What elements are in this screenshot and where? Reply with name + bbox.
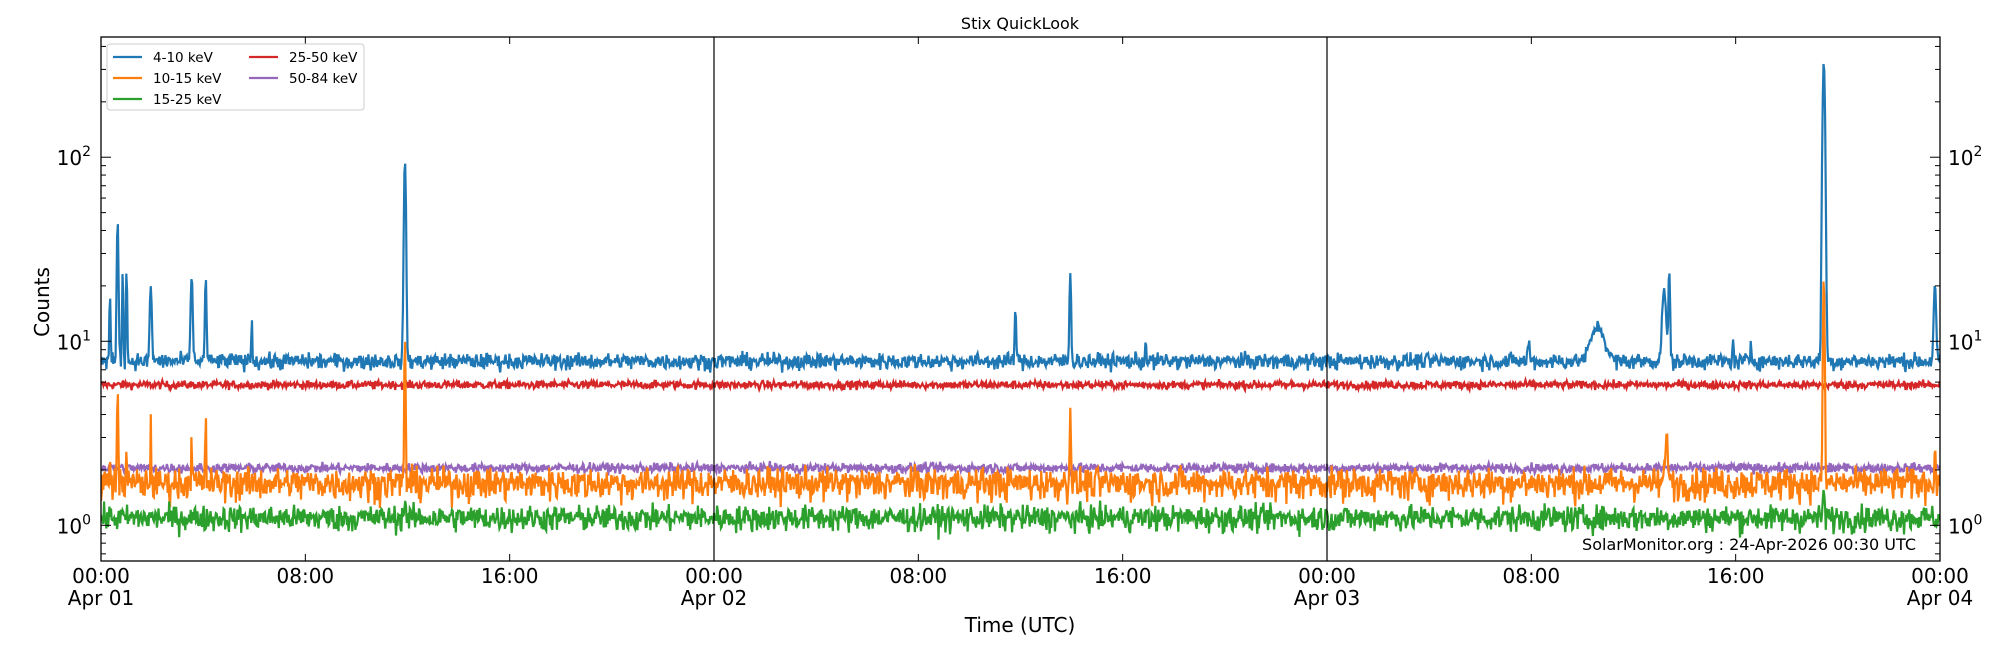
chart-title: Stix QuickLook bbox=[961, 14, 1080, 33]
legend-item: 50-84 keV bbox=[249, 71, 358, 87]
y-tick-label: 102 bbox=[57, 144, 91, 170]
legend-label: 15-25 keV bbox=[153, 92, 222, 108]
series-line-10-15-keV bbox=[101, 281, 1940, 508]
legend-label: 4-10 keV bbox=[153, 50, 214, 66]
x-tick-label: 16:00 bbox=[481, 564, 539, 588]
y-tick-label: 100 bbox=[57, 512, 91, 538]
solarmonitor-annotation: SolarMonitor.org : 24-Apr-2026 00:30 UTC bbox=[1582, 535, 1916, 554]
x-axis-label: Time (UTC) bbox=[964, 613, 1076, 637]
series-line-15-25-keV bbox=[101, 489, 1940, 540]
y-tick-label-right: 101 bbox=[1948, 328, 1982, 354]
x-tick-label: 00:00 bbox=[1298, 564, 1356, 588]
x-tick-label: 08:00 bbox=[890, 564, 948, 588]
legend-item: 15-25 keV bbox=[113, 92, 222, 108]
x-tick-date-label: Apr 02 bbox=[681, 586, 747, 610]
legend-item: 10-15 keV bbox=[113, 71, 222, 87]
y-axis-label: Counts bbox=[30, 267, 54, 337]
y-tick-label-right: 100 bbox=[1948, 512, 1982, 538]
x-tick-label: 08:00 bbox=[1503, 564, 1561, 588]
x-tick-label: 08:00 bbox=[277, 564, 335, 588]
series-line-4-10-keV bbox=[101, 63, 1940, 373]
x-tick-date-label: Apr 03 bbox=[1294, 586, 1360, 610]
x-tick-label: 00:00 bbox=[685, 564, 743, 588]
legend-item: 4-10 keV bbox=[113, 50, 214, 66]
x-tick-label: 00:00 bbox=[72, 564, 130, 588]
y-tick-label-right: 102 bbox=[1948, 144, 1982, 170]
legend-label: 25-50 keV bbox=[289, 50, 358, 66]
legend-item: 25-50 keV bbox=[249, 50, 358, 66]
x-tick-date-label: Apr 01 bbox=[68, 586, 134, 610]
legend-label: 10-15 keV bbox=[153, 71, 222, 87]
x-tick-label: 16:00 bbox=[1707, 564, 1765, 588]
series-line-25-50-keV bbox=[101, 375, 1940, 395]
x-tick-label: 00:00 bbox=[1911, 564, 1969, 588]
plot-frame bbox=[100, 36, 1941, 562]
x-tick-label: 16:00 bbox=[1094, 564, 1152, 588]
legend-box bbox=[106, 43, 365, 111]
legend: 4-10 keV 10-15 keV 15-25 keV 25-50 keV 50-84… bbox=[106, 43, 365, 111]
x-tick-date-label: Apr 04 bbox=[1907, 586, 1973, 610]
legend-label: 50-84 keV bbox=[289, 71, 358, 87]
y-tick-label: 101 bbox=[57, 328, 91, 354]
